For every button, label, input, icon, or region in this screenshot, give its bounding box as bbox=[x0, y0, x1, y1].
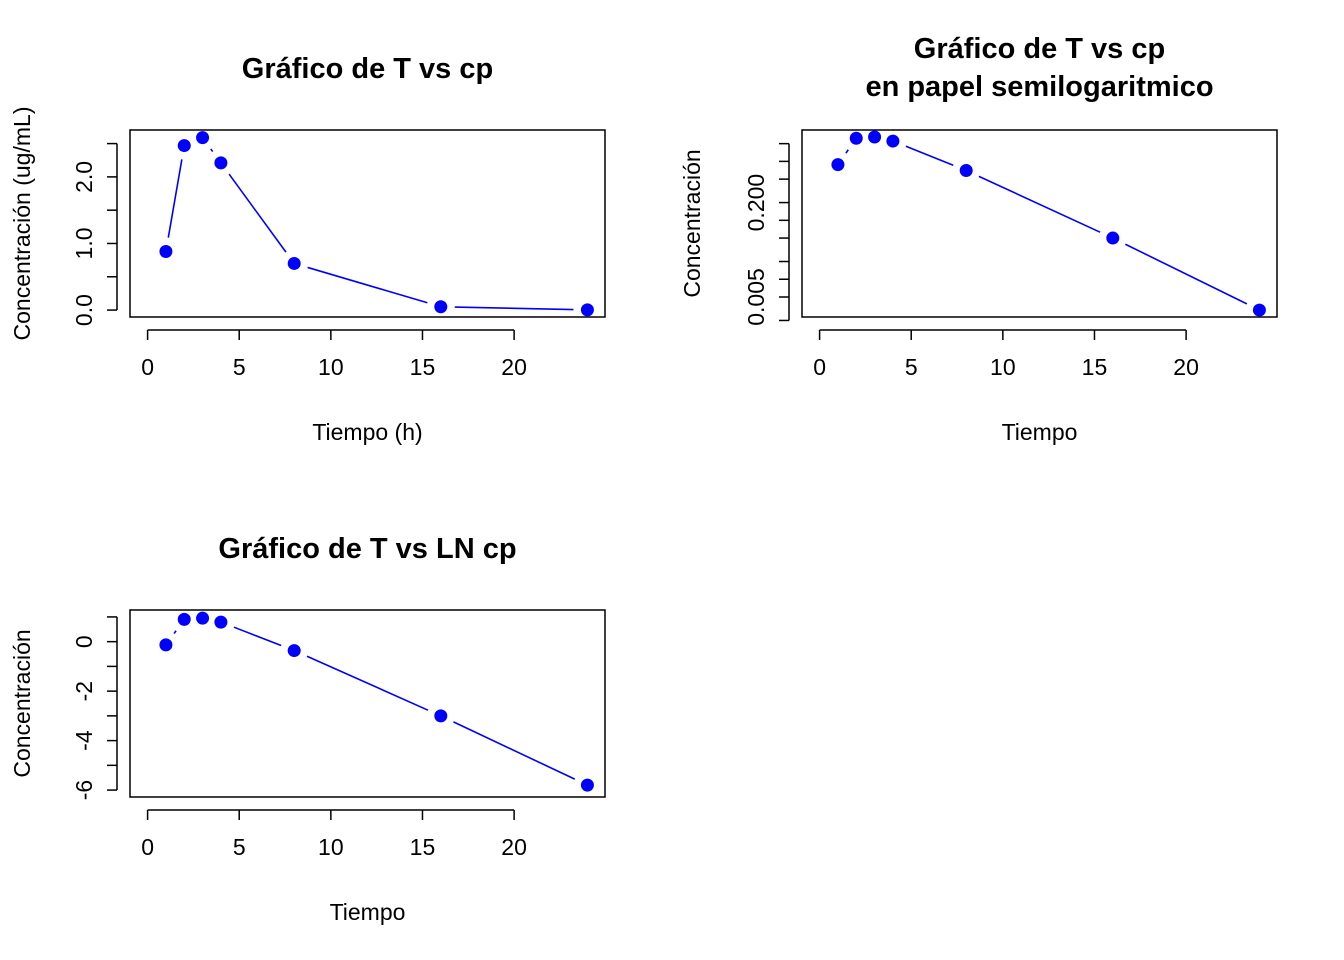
y-tick-label: 0.200 bbox=[743, 174, 769, 232]
series-line-segment bbox=[210, 148, 214, 153]
chart-panel-3: Gráfico de T vs LN cp Tiempo Concentración… bbox=[9, 533, 606, 925]
y-tick-label: -2 bbox=[71, 681, 97, 701]
data-point bbox=[196, 611, 210, 625]
plot-frame bbox=[801, 129, 1278, 318]
chart-title: Gráfico de T vs LN cp bbox=[218, 533, 516, 565]
data-point bbox=[214, 156, 228, 170]
data-point bbox=[868, 130, 882, 144]
data-point bbox=[177, 612, 191, 626]
chart-panel-2: Gráfico de T vs cp en papel semilogaritmi… bbox=[679, 33, 1278, 445]
series-line-segment bbox=[845, 149, 849, 154]
x-tick-label: 0 bbox=[141, 834, 154, 860]
x-tick-label: 20 bbox=[501, 834, 527, 860]
y-axis-label: Concentración (ug/mL) bbox=[9, 107, 35, 341]
series-line-segment bbox=[454, 306, 574, 311]
y-axis-label: Concentración bbox=[9, 629, 35, 777]
x-tick-label: 10 bbox=[990, 354, 1016, 380]
y-tick-label: -4 bbox=[71, 730, 97, 751]
x-axis-label: Tiempo bbox=[330, 899, 406, 925]
series-line-segment bbox=[978, 175, 1101, 233]
x-tick-label: 5 bbox=[905, 354, 918, 380]
x-tick-label: 10 bbox=[318, 834, 344, 860]
data-point bbox=[1252, 303, 1266, 317]
x-tick-label: 15 bbox=[410, 834, 436, 860]
chart-title: en papel semilogaritmico bbox=[865, 71, 1213, 103]
x-tick-label: 15 bbox=[410, 354, 436, 380]
data-point bbox=[959, 164, 973, 178]
x-tick-label: 0 bbox=[813, 354, 826, 380]
data-point bbox=[177, 139, 191, 153]
data-point bbox=[580, 303, 594, 317]
plot-frame bbox=[129, 609, 606, 798]
data-point bbox=[434, 709, 448, 723]
data-point bbox=[159, 638, 173, 652]
x-axis-label: Tiempo (h) bbox=[312, 419, 422, 445]
data-point bbox=[196, 131, 210, 145]
series-line-segment bbox=[307, 266, 428, 304]
y-tick-label: 1.0 bbox=[71, 227, 97, 259]
data-point bbox=[287, 256, 301, 270]
y-tick-label: 2.0 bbox=[71, 161, 97, 193]
y-tick-label: -6 bbox=[71, 780, 97, 800]
chart-panel-1: Gráfico de T vs cp Tiempo (h) Concentració… bbox=[9, 53, 606, 445]
series-line-segment bbox=[306, 655, 429, 711]
series-line-segment bbox=[453, 721, 576, 780]
data-point bbox=[886, 134, 900, 148]
series-line-segment bbox=[228, 173, 287, 253]
data-point bbox=[214, 615, 228, 629]
series-line-segment bbox=[1125, 243, 1248, 305]
x-tick-label: 10 bbox=[318, 354, 344, 380]
series-line-segment bbox=[173, 630, 177, 634]
x-tick-label: 20 bbox=[501, 354, 527, 380]
data-point bbox=[287, 644, 301, 658]
series-line-segment bbox=[167, 159, 183, 238]
x-tick-label: 5 bbox=[233, 354, 246, 380]
series-line-segment bbox=[905, 145, 954, 167]
x-tick-label: 5 bbox=[233, 834, 246, 860]
y-tick-label: 0.0 bbox=[71, 294, 97, 326]
y-tick-label: 0.005 bbox=[743, 268, 769, 326]
x-tick-label: 0 bbox=[141, 354, 154, 380]
chart-title: Gráfico de T vs cp bbox=[914, 33, 1165, 65]
data-point bbox=[1106, 231, 1120, 245]
series-line-segment bbox=[233, 626, 282, 647]
data-point bbox=[580, 778, 594, 792]
chart-title: Gráfico de T vs cp bbox=[242, 53, 493, 85]
y-axis-label: Concentración bbox=[679, 149, 705, 297]
data-point bbox=[849, 131, 863, 145]
data-point bbox=[831, 158, 845, 172]
y-tick-label: 0 bbox=[71, 635, 97, 648]
x-tick-label: 15 bbox=[1082, 354, 1108, 380]
x-axis-label: Tiempo bbox=[1002, 419, 1078, 445]
data-point bbox=[159, 244, 173, 258]
plot-frame bbox=[129, 129, 606, 318]
data-point bbox=[434, 300, 448, 314]
x-tick-label: 20 bbox=[1173, 354, 1199, 380]
